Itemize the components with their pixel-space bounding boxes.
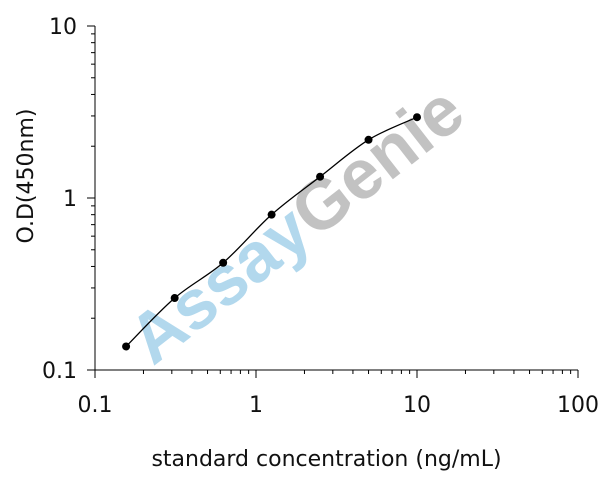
y-axis-title: O.D(450nm) xyxy=(14,109,39,244)
x-tick-label: 10 xyxy=(403,393,431,418)
data-point xyxy=(316,172,325,181)
watermark-text-genie: Genie xyxy=(277,70,478,251)
y-tick-label: 10 xyxy=(49,15,77,40)
labels: 0.1 1 10 0.1 1 10 100 standard concentration (n… xyxy=(14,15,599,472)
data-point xyxy=(219,258,228,267)
y-tick-label: 1 xyxy=(63,187,77,212)
y-tick-label: 0.1 xyxy=(42,359,77,384)
watermark-text-assay: Assay xyxy=(114,190,325,379)
x-tick-label: 100 xyxy=(557,393,599,418)
data-points xyxy=(122,113,421,351)
data-point xyxy=(122,342,131,351)
x-tick-label: 0.1 xyxy=(78,393,113,418)
data-point xyxy=(267,210,276,219)
x-axis-title: standard concentration (ng/mL) xyxy=(151,447,501,472)
x-tick-label: 1 xyxy=(249,393,263,418)
watermark-logo: Assay Genie xyxy=(114,70,478,378)
data-point xyxy=(364,135,373,144)
axes xyxy=(87,25,579,378)
data-point xyxy=(413,113,421,122)
data-point xyxy=(170,294,179,303)
